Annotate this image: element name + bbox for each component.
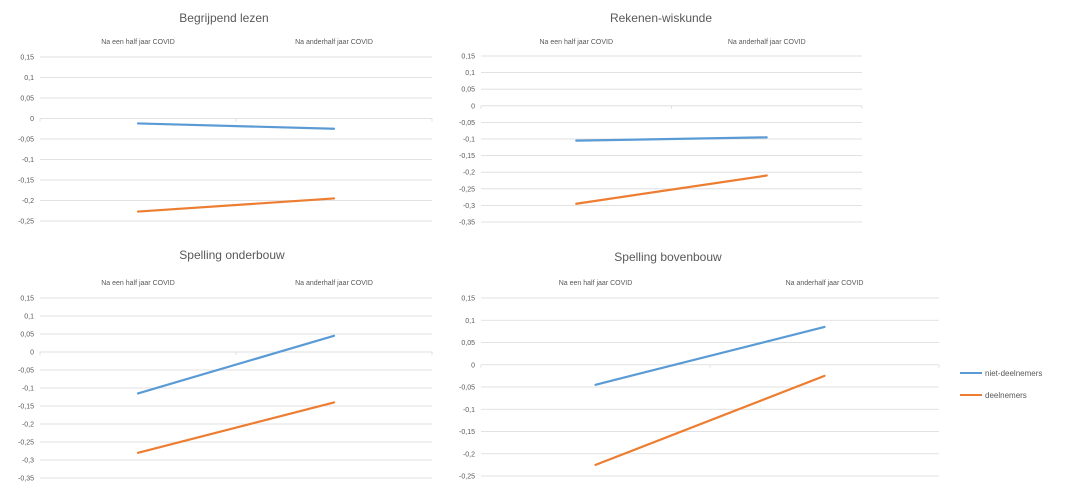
legend: niet-deelnemers deelnemers xyxy=(960,362,1042,406)
y-tick-label: 0,1 xyxy=(24,314,34,321)
y-tick-label: 0 xyxy=(30,350,34,357)
series-line-deelnemers xyxy=(575,174,768,205)
y-tick-label: -0,25 xyxy=(459,474,475,481)
y-tick-label: -0,2 xyxy=(22,198,34,205)
y-tick-label: 0 xyxy=(471,103,475,110)
legend-swatch-blue xyxy=(960,371,982,375)
y-tick-label: -0,2 xyxy=(463,451,475,458)
y-tick-label: 0 xyxy=(471,362,475,369)
y-tick-label: 0,15 xyxy=(20,296,34,303)
series-line-niet-deelnemers xyxy=(594,325,826,386)
category-label: Na een half jaar COVID xyxy=(101,280,175,287)
chart-title: Spelling bovenbouw xyxy=(614,250,722,264)
y-tick-label: 0,05 xyxy=(461,340,475,347)
y-tick-label: -0,25 xyxy=(459,186,475,193)
y-tick-label: 0,15 xyxy=(20,55,34,62)
legend-label: deelnemers xyxy=(985,390,1027,400)
y-tick-label: -0,15 xyxy=(459,429,475,436)
chart-title: Spelling onderbouw xyxy=(179,248,285,262)
y-tick-label: -0,3 xyxy=(22,458,34,465)
y-tick-label: 0,1 xyxy=(465,70,475,77)
y-tick-label: -0,05 xyxy=(459,120,475,127)
chart-title: Rekenen-wiskunde xyxy=(610,11,712,25)
category-label: Na een half jaar COVID xyxy=(559,280,633,287)
y-tick-label: -0,35 xyxy=(18,476,34,483)
y-tick-label: -0,1 xyxy=(463,407,475,414)
y-tick-label: -0,2 xyxy=(22,422,34,429)
y-tick-label: 0,05 xyxy=(20,96,34,103)
y-tick-label: 0,15 xyxy=(461,54,475,61)
y-tick-label: -0,35 xyxy=(459,220,475,227)
legend-swatch-orange xyxy=(960,393,982,397)
y-tick-label: -0,1 xyxy=(22,386,34,393)
legend-item-niet-deelnemers: niet-deelnemers xyxy=(960,362,1042,384)
category-label: Na een half jaar COVID xyxy=(101,39,175,46)
series-line-deelnemers xyxy=(594,374,826,466)
y-tick-label: -0,3 xyxy=(463,203,475,210)
legend-label: niet-deelnemers xyxy=(985,368,1043,378)
y-tick-label: -0,15 xyxy=(459,153,475,160)
series-line-niet-deelnemers xyxy=(136,122,336,130)
y-tick-label: -0,15 xyxy=(18,404,34,411)
y-tick-label: 0,15 xyxy=(461,296,475,303)
y-tick-label: 0,05 xyxy=(20,332,34,339)
y-tick-label: -0,2 xyxy=(463,170,475,177)
chart-panel-4: Spelling bovenbouw 0,15 0,1 0,05 0 -0,05 -0,1 -… xyxy=(459,250,940,481)
category-label: Na anderhalf jaar COVID xyxy=(295,280,373,287)
chart-panel-3: Spelling onderbouw 0,15 0,1 0,05 0 -0,05 -0,1 -… xyxy=(18,248,433,483)
category-label: Na anderhalf jaar COVID xyxy=(786,280,864,287)
series-line-deelnemers xyxy=(136,401,336,454)
series-line-niet-deelnemers xyxy=(575,136,768,142)
y-tick-label: -0,15 xyxy=(18,178,34,185)
y-tick-label: -0,05 xyxy=(18,368,34,375)
legend-item-deelnemers: deelnemers xyxy=(960,384,1042,406)
category-label: Na anderhalf jaar COVID xyxy=(728,39,806,46)
y-tick-label: -0,1 xyxy=(22,157,34,164)
y-tick-label: 0,1 xyxy=(24,75,34,82)
y-tick-label: -0,05 xyxy=(459,385,475,392)
series-line-deelnemers xyxy=(136,197,336,213)
series-line-niet-deelnemers xyxy=(136,334,336,395)
y-tick-label: 0,05 xyxy=(461,87,475,94)
chart-title: Begrijpend lezen xyxy=(179,11,268,25)
y-tick-label: 0,1 xyxy=(465,318,475,325)
y-tick-label: 0 xyxy=(30,116,34,123)
y-tick-label: -0,05 xyxy=(18,137,34,144)
y-tick-label: -0,25 xyxy=(18,440,34,447)
y-tick-label: -0,1 xyxy=(463,137,475,144)
chart-panel-2: Rekenen-wiskunde 0,15 0,1 0,05 0 -0,05 -0,1 -0,… xyxy=(459,11,863,227)
y-tick-label: -0,25 xyxy=(18,219,34,226)
category-label: Na een half jaar COVID xyxy=(539,39,613,46)
category-label: Na anderhalf jaar COVID xyxy=(295,39,373,46)
chart-panel-1: Begrijpend lezen 0,15 0,1 0,05 0 -0,05 -0,1 -0,… xyxy=(18,11,433,226)
